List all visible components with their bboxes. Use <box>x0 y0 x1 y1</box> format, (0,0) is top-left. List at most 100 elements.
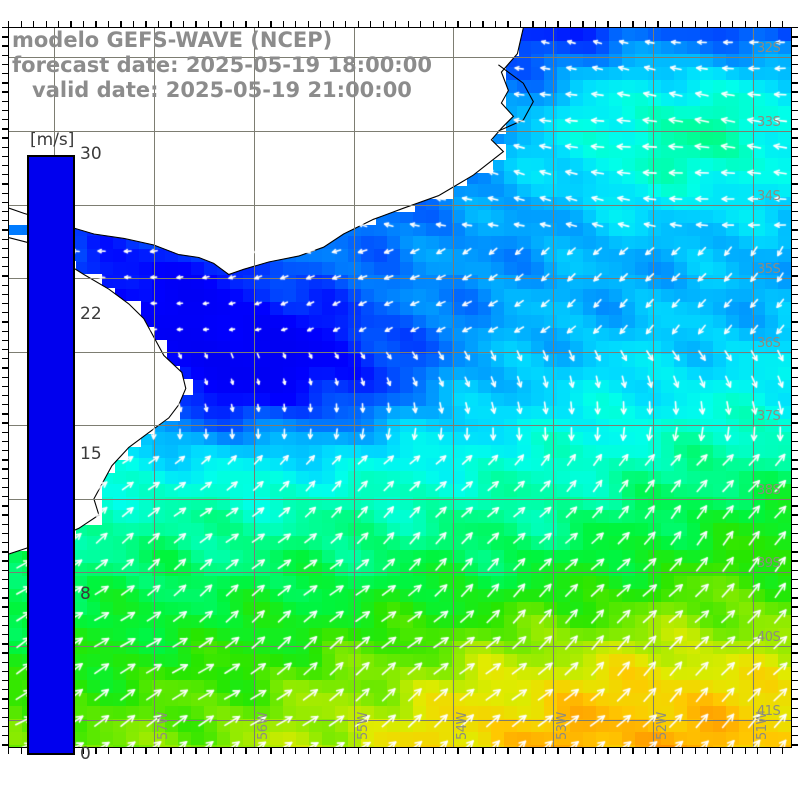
axis-tick <box>544 748 547 754</box>
axis-tick <box>619 748 622 754</box>
axis-tick <box>792 183 798 185</box>
axis-tick <box>792 394 798 397</box>
axis-tick <box>644 748 647 754</box>
axis-tick <box>792 588 798 590</box>
axis-tick <box>257 748 260 754</box>
axis-tick <box>457 748 459 754</box>
lat-label-40S: 40S <box>757 630 781 645</box>
axis-tick <box>792 302 798 305</box>
axis-tick <box>95 748 97 754</box>
colorbar-tick-8: 8 <box>80 583 91 604</box>
lat-label-38S: 38S <box>757 482 781 498</box>
axis-tick <box>792 716 798 719</box>
axis-tick <box>782 748 784 754</box>
axis-tick <box>792 266 798 268</box>
axis-tick <box>792 229 798 231</box>
colorbar <box>27 155 75 755</box>
colorbar-tick-0: 0 <box>80 744 91 764</box>
axis-tick <box>792 128 798 130</box>
axis-tick <box>207 748 210 754</box>
axis-tick <box>494 748 497 754</box>
lat-label-37S: 37S <box>757 409 781 425</box>
lat-label-39S: 39S <box>757 556 781 572</box>
axis-tick <box>792 661 798 663</box>
lat-label-33S: 33S <box>757 115 781 130</box>
lon-label-51W: 51W <box>755 712 771 740</box>
lat-label-41S: 41S <box>757 703 781 719</box>
axis-tick <box>220 748 222 754</box>
axis-tick <box>792 109 798 112</box>
axis-tick <box>232 748 235 754</box>
axis-tick <box>792 155 798 158</box>
axis-tick <box>792 459 798 461</box>
axis-tick <box>792 578 798 581</box>
axis-tick <box>792 210 798 213</box>
title-model: modelo GEFS-WAVE (NCEP) <box>12 28 333 52</box>
axis-tick <box>792 744 798 746</box>
axis-tick <box>320 748 322 754</box>
axis-tick <box>719 748 721 754</box>
lat-label-35S: 35S <box>757 262 781 278</box>
colorbar-tick-15: 15 <box>80 444 102 464</box>
axis-tick <box>792 477 798 479</box>
lon-label-52W: 52W <box>655 712 671 740</box>
axis-tick <box>792 192 798 194</box>
axis-tick <box>792 220 798 222</box>
axis-tick <box>120 748 122 754</box>
axis-tick <box>407 748 409 754</box>
axis-tick <box>792 146 798 148</box>
lon-label-54W: 54W <box>455 712 471 740</box>
axis-tick <box>792 551 798 553</box>
axis-tick <box>792 440 798 443</box>
axis-tick <box>170 748 172 754</box>
axis-tick <box>792 82 798 84</box>
axis-tick <box>694 748 696 754</box>
axis-tick <box>792 698 798 700</box>
axis-tick <box>792 689 798 691</box>
axis-tick <box>792 312 798 314</box>
axis-tick <box>792 496 798 498</box>
axis-tick <box>792 569 798 571</box>
axis-tick <box>792 505 798 507</box>
axis-tick <box>792 284 798 286</box>
axis-tick <box>792 597 798 599</box>
axis-tick <box>569 748 572 754</box>
axis-tick <box>792 643 798 645</box>
coastline-and-land <box>9 28 791 747</box>
colorbar-tick-22: 22 <box>80 304 102 325</box>
axis-tick <box>657 748 659 754</box>
axis-tick <box>792 404 798 406</box>
axis-tick <box>792 606 798 608</box>
colorbar-box <box>27 155 75 755</box>
axis-tick <box>295 748 297 754</box>
axis-tick <box>792 725 798 728</box>
axis-tick <box>669 748 672 754</box>
axis-tick <box>792 348 798 351</box>
axis-tick <box>792 100 798 102</box>
axis-tick <box>282 748 284 754</box>
axis-tick <box>792 670 798 673</box>
left-tick-band <box>0 27 8 748</box>
axis-tick <box>632 748 634 754</box>
axis-tick <box>792 422 798 424</box>
axis-tick <box>792 91 798 93</box>
axis-tick <box>132 748 135 754</box>
axis-tick <box>792 523 798 525</box>
axis-tick <box>792 275 798 277</box>
axis-tick <box>792 321 798 323</box>
axis-tick <box>792 679 798 682</box>
axis-tick <box>792 634 798 636</box>
axis-tick <box>370 748 372 754</box>
axis-tick <box>792 27 798 29</box>
axis-tick <box>792 542 798 544</box>
axis-tick <box>769 748 771 754</box>
colorbar-unit-label: [m/s] <box>30 130 75 150</box>
axis-tick <box>707 748 709 754</box>
axis-tick <box>732 748 734 754</box>
axis-tick <box>792 73 798 75</box>
axis-tick <box>507 748 509 754</box>
axis-tick <box>8 748 10 754</box>
map-frame <box>8 27 792 748</box>
axis-tick <box>792 293 798 296</box>
